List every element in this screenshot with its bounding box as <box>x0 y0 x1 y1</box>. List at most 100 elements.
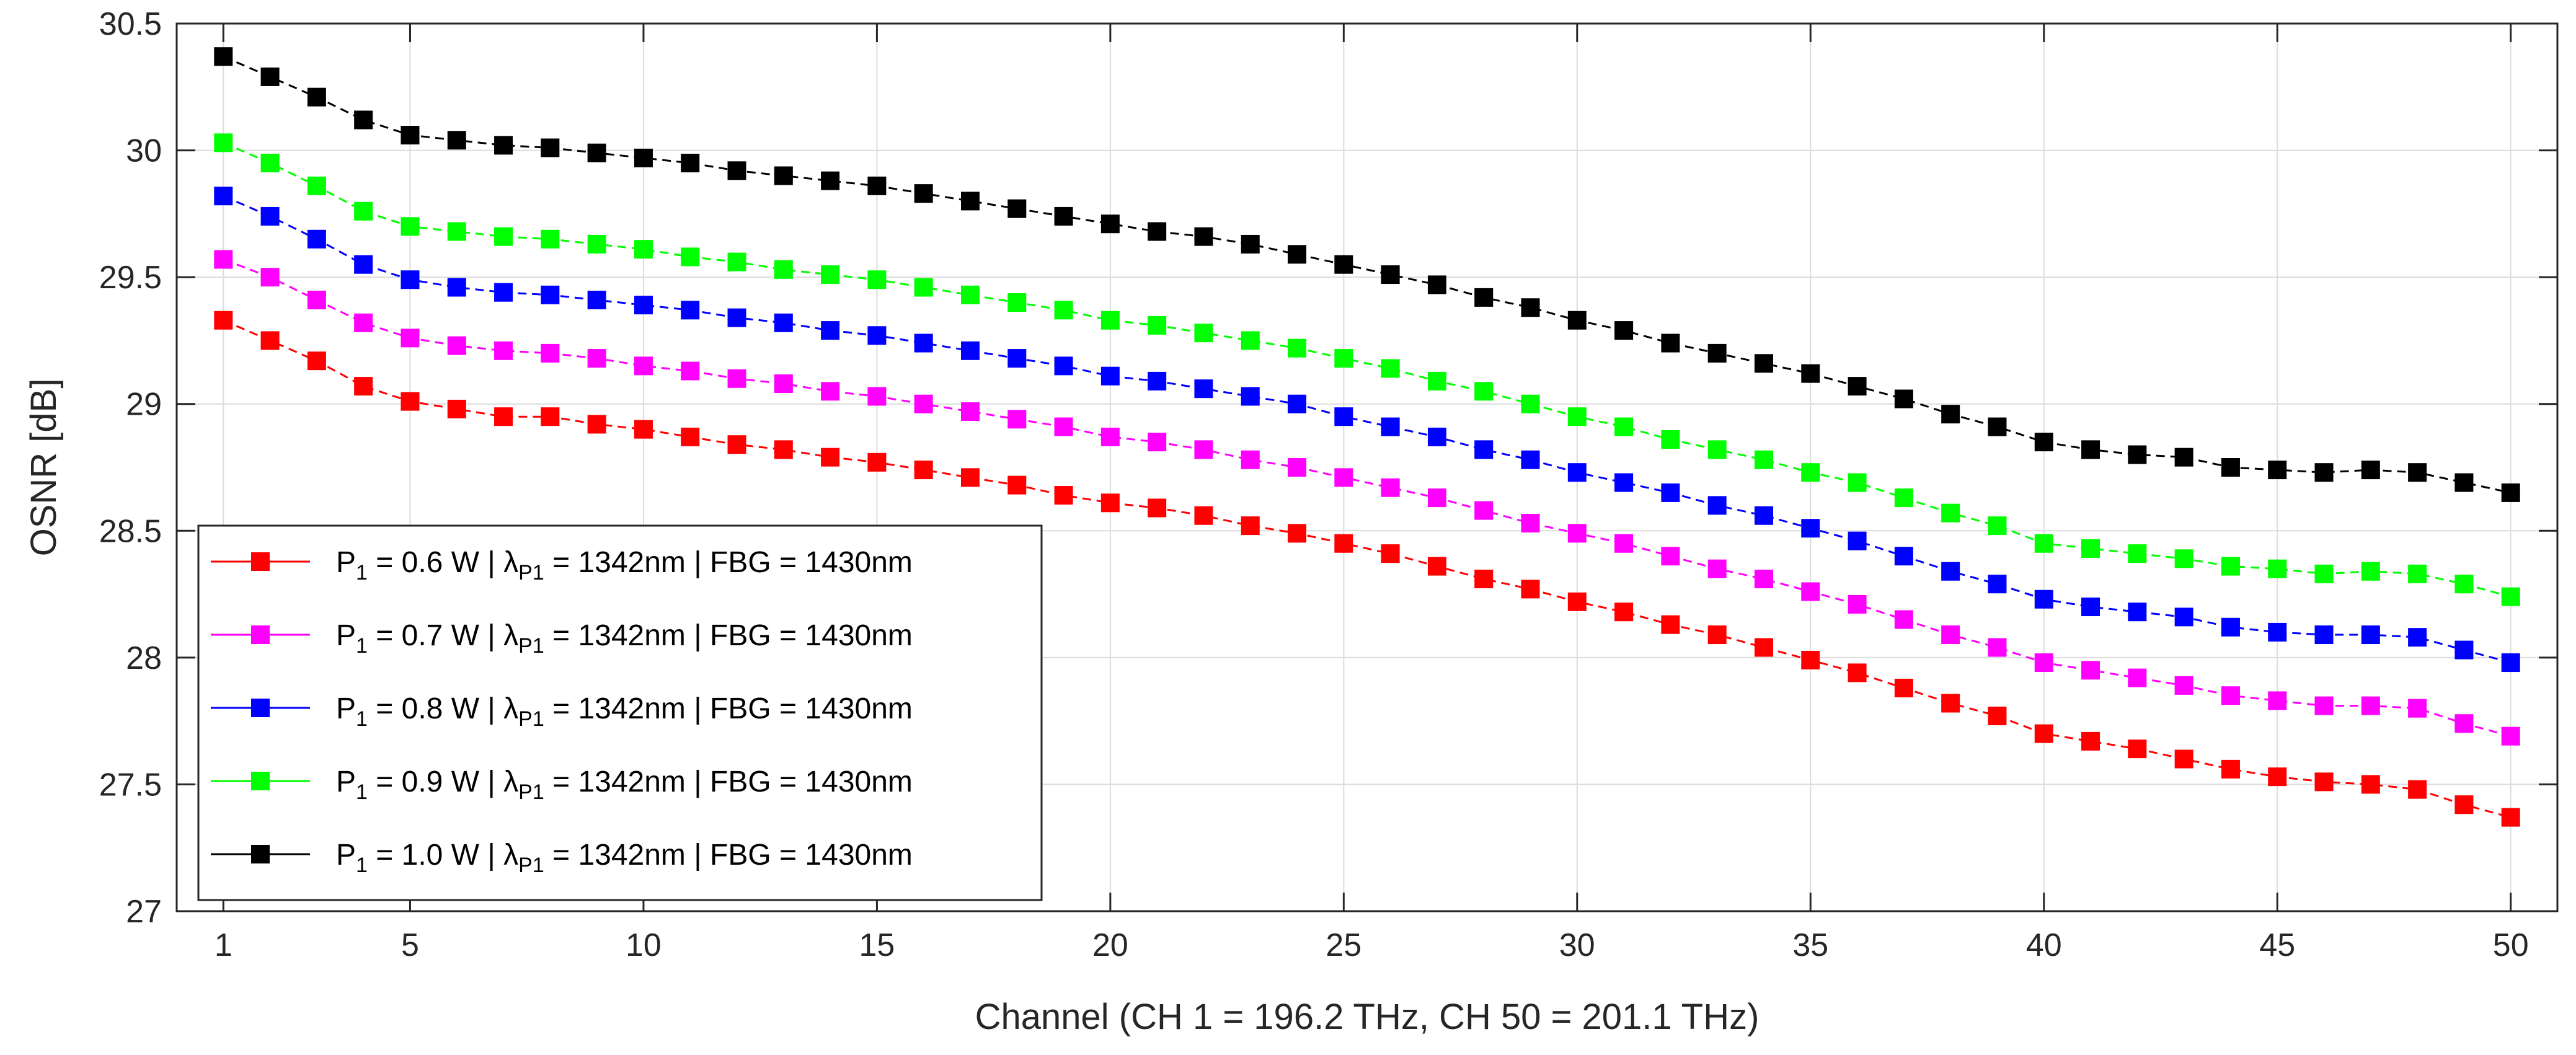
data-point <box>1521 298 1540 317</box>
data-point <box>1941 694 1960 713</box>
legend-label: P1 = 0.9 W | λP1 = 1342nm | FBG = 1430nm <box>336 766 913 804</box>
data-point <box>867 387 887 406</box>
data-point <box>214 311 233 330</box>
data-point <box>2081 661 2100 680</box>
data-point <box>494 136 513 155</box>
data-point <box>541 138 560 157</box>
data-point <box>1100 311 1120 330</box>
data-point <box>1474 440 1494 459</box>
data-point <box>1521 580 1540 599</box>
data-point <box>2268 691 2287 710</box>
x-tick-label: 25 <box>1326 927 1361 963</box>
data-point <box>1381 478 1400 497</box>
data-point <box>681 301 700 320</box>
legend-label: P1 = 0.7 W | λP1 = 1342nm | FBG = 1430nm <box>336 619 913 658</box>
data-point <box>1148 222 1167 241</box>
data-point <box>774 260 793 279</box>
data-point <box>2081 440 2100 459</box>
data-point <box>1054 356 1073 376</box>
y-tick-label: 28.5 <box>99 513 162 549</box>
data-point <box>914 461 933 480</box>
data-point <box>447 131 466 150</box>
data-point <box>1941 562 1960 581</box>
data-point <box>1474 570 1494 589</box>
data-point <box>1288 338 1307 358</box>
data-point <box>961 285 980 304</box>
data-point <box>2501 726 2520 746</box>
data-point <box>2408 699 2427 718</box>
data-point <box>1334 407 1353 426</box>
data-point <box>2408 780 2427 799</box>
legend-item: P1 = 1.0 W | λP1 = 1342nm | FBG = 1430nm <box>211 839 913 877</box>
data-point <box>1614 603 1634 622</box>
data-point <box>1894 389 1913 408</box>
data-point <box>634 240 653 259</box>
data-point <box>1474 501 1494 520</box>
data-point <box>447 399 466 418</box>
data-point <box>2361 562 2380 581</box>
data-point <box>1614 417 1634 436</box>
data-point <box>1288 394 1307 413</box>
data-point <box>914 333 933 353</box>
data-point <box>2174 607 2193 627</box>
data-point <box>1755 354 1773 373</box>
data-point <box>1288 524 1307 543</box>
data-point <box>2314 696 2334 715</box>
data-point <box>260 67 280 86</box>
y-tick-label: 27.5 <box>99 767 162 803</box>
data-point <box>1707 559 1727 578</box>
y-tick-label: 29 <box>126 387 162 423</box>
data-point <box>2454 640 2474 660</box>
data-point <box>1755 638 1773 657</box>
data-point <box>2408 628 2427 647</box>
data-point <box>821 265 840 285</box>
data-point <box>727 308 746 327</box>
data-point <box>2361 696 2380 715</box>
data-point <box>1241 450 1260 469</box>
data-point <box>2454 795 2474 814</box>
data-point <box>1988 516 2007 536</box>
data-point <box>1988 575 2007 594</box>
data-point <box>307 176 326 195</box>
data-point <box>1567 311 1587 330</box>
data-point <box>634 296 653 315</box>
data-point <box>1288 245 1307 264</box>
data-point <box>681 361 700 381</box>
data-point <box>681 247 700 267</box>
data-point <box>260 206 280 226</box>
x-tick-label: 20 <box>1092 927 1128 963</box>
data-point <box>2128 544 2147 563</box>
data-point <box>1194 379 1213 399</box>
data-point <box>2501 808 2520 827</box>
legend-marker <box>251 772 270 790</box>
data-point <box>1148 498 1167 518</box>
legend-item: P1 = 0.8 W | λP1 = 1342nm | FBG = 1430nm <box>211 692 913 731</box>
data-point <box>2361 461 2380 480</box>
legend-box <box>197 524 1043 901</box>
data-point <box>634 356 653 376</box>
data-point <box>1567 524 1587 543</box>
data-point <box>541 229 560 249</box>
data-point <box>1941 405 1960 424</box>
data-point <box>214 250 233 269</box>
data-point <box>1567 592 1587 611</box>
data-point <box>307 290 326 309</box>
legend-marker <box>251 845 270 863</box>
data-point <box>1100 493 1120 513</box>
data-point <box>961 192 980 211</box>
data-point <box>1148 316 1167 335</box>
data-point <box>1007 349 1027 368</box>
data-point <box>307 351 326 371</box>
data-point <box>1941 503 1960 523</box>
data-point <box>1661 430 1680 449</box>
series-group <box>214 47 2520 827</box>
data-point <box>1801 519 1820 538</box>
data-point <box>1100 366 1120 386</box>
x-tick-label: 30 <box>1559 927 1595 963</box>
data-point <box>1381 544 1400 563</box>
data-point <box>1707 625 1727 645</box>
data-point <box>401 126 420 145</box>
data-point <box>1567 407 1587 426</box>
x-tick-label: 40 <box>2026 927 2062 963</box>
data-point <box>1614 473 1634 492</box>
